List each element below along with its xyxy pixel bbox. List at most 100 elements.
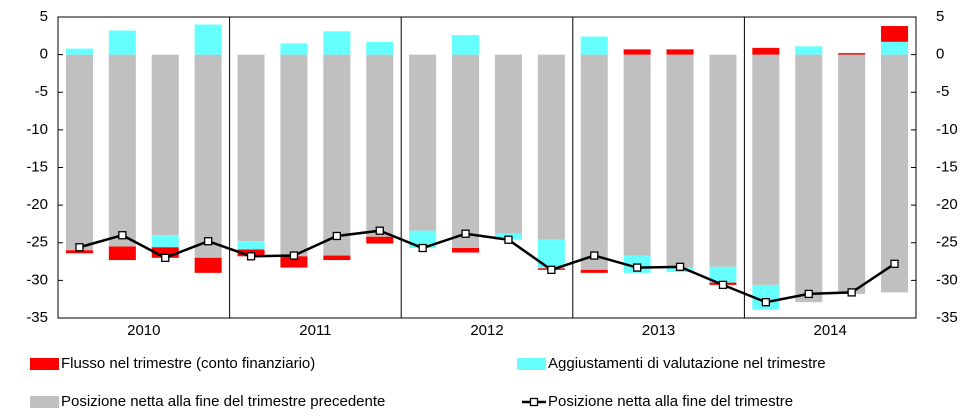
x-group-label: 2013 (642, 322, 675, 339)
legend-label: Posizione netta alla fine del trimestre … (61, 393, 385, 410)
x-group-label: 2014 (814, 322, 847, 339)
legend-swatch (517, 358, 546, 370)
legend-marker (529, 397, 539, 407)
bar (881, 41, 909, 55)
line-marker (375, 226, 384, 235)
y-tick-label: -5 (35, 83, 48, 100)
bar (280, 43, 308, 55)
bar (65, 54, 93, 251)
line-marker (847, 288, 856, 297)
bar (366, 41, 394, 55)
y2-tick-label: -20 (936, 196, 958, 213)
y-tick-label: -15 (26, 158, 48, 175)
y2-tick-label: -10 (936, 121, 958, 138)
line-marker (633, 263, 642, 272)
line-marker (461, 229, 470, 238)
bar (280, 256, 308, 268)
bar (323, 255, 351, 261)
bar (452, 35, 480, 55)
bar (65, 250, 93, 254)
bar (795, 54, 823, 303)
bar (752, 54, 780, 285)
plot-frame (57, 16, 917, 319)
y-tick-label: -35 (26, 309, 48, 326)
line-marker (718, 280, 728, 290)
legend-swatch (30, 358, 59, 370)
bar (151, 54, 179, 236)
line-marker (118, 231, 127, 240)
line-marker (761, 298, 770, 307)
bar (494, 54, 522, 234)
bar (795, 46, 823, 55)
y-tick-label: 0 (40, 46, 48, 63)
bar (409, 54, 437, 231)
bar (881, 54, 909, 293)
bar (194, 24, 222, 55)
bar (366, 236, 394, 244)
bar (580, 54, 608, 270)
line-marker (890, 259, 899, 268)
bar (65, 48, 93, 55)
line-marker (547, 265, 556, 274)
bar (237, 241, 265, 250)
line (79, 229, 896, 304)
legend-label: Aggiustamenti di valutazione nel trimest… (548, 355, 826, 372)
bar (237, 54, 265, 242)
line-marker (418, 243, 427, 253)
bar (623, 49, 651, 55)
x-group-label: 2012 (470, 322, 503, 339)
line-marker (804, 289, 813, 299)
bar (108, 30, 136, 55)
x-group-label: 2011 (299, 322, 331, 339)
bar (537, 54, 565, 240)
y2-tick-label: -5 (936, 83, 949, 100)
line-marker (75, 243, 84, 252)
y-tick-label: -10 (26, 121, 48, 138)
bar (666, 54, 694, 268)
bar (151, 235, 179, 248)
y2-tick-label: 0 (936, 46, 944, 63)
line-marker (590, 251, 599, 260)
bar (838, 54, 866, 294)
bar (752, 47, 780, 55)
legend-label: Flusso nel trimestre (conto finanziario) (61, 355, 315, 372)
y2-tick-label: -15 (936, 158, 958, 175)
bar (709, 266, 737, 283)
bar (108, 54, 136, 247)
y2-tick-label: -30 (936, 271, 958, 288)
bar (452, 248, 480, 253)
y-tick-label: -25 (26, 234, 48, 251)
bar (323, 31, 351, 55)
bar (838, 53, 866, 55)
bar (194, 257, 222, 273)
bar (409, 230, 437, 249)
line-marker (203, 237, 213, 246)
bar (194, 54, 222, 258)
line-marker (332, 231, 342, 241)
y2-tick-label: -25 (936, 234, 958, 251)
legend-swatch (30, 396, 59, 408)
bar (108, 246, 136, 261)
legend-label: Posizione netta alla fine del trimestre (548, 393, 793, 410)
y-tick-label: 5 (40, 8, 48, 25)
y-tick-label: -30 (26, 271, 48, 288)
y2-tick-label: 5 (936, 8, 944, 25)
bar (452, 54, 480, 249)
line-marker (675, 262, 685, 271)
bar (709, 54, 737, 267)
bar (666, 49, 694, 55)
y2-tick-label: -35 (936, 309, 958, 326)
bar (580, 269, 608, 273)
bar (151, 247, 179, 258)
line-marker (504, 235, 513, 244)
bar (280, 54, 308, 257)
line-marker (161, 253, 170, 262)
y-tick-label: -20 (26, 196, 48, 213)
bar (580, 36, 608, 55)
line-marker (289, 251, 299, 260)
line-marker (246, 252, 256, 261)
bar (366, 54, 394, 237)
bar (323, 54, 351, 256)
